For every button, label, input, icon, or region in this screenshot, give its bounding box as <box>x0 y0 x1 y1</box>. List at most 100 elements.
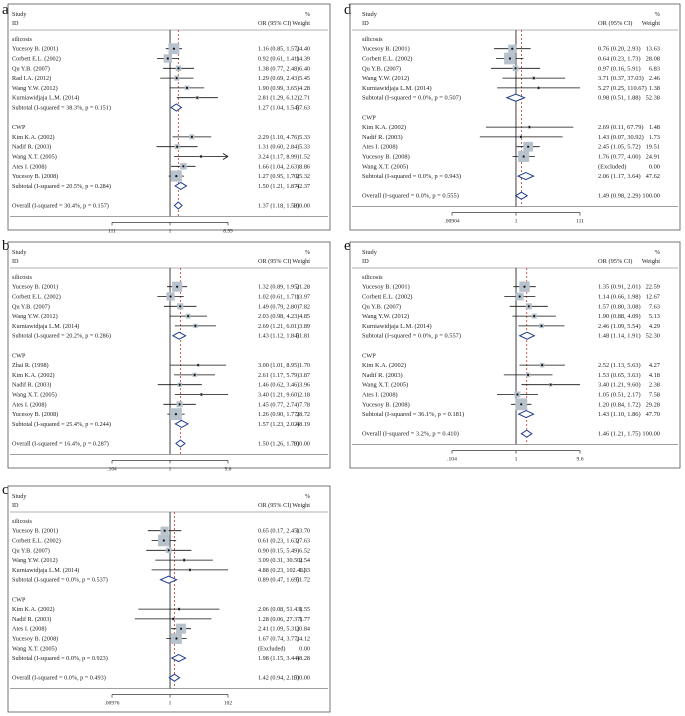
subtotal-diamond <box>174 419 190 428</box>
x-tick-label: .104 <box>447 457 457 463</box>
point-estimate <box>185 86 189 89</box>
study-label: Qu Y.B. (2007) <box>12 303 50 310</box>
x-tick-label: 1 <box>515 219 518 225</box>
header-or: OR (95% CI) <box>598 258 632 265</box>
weight-text: 5.13 <box>649 313 660 320</box>
point-estimate <box>526 373 530 376</box>
study-label: Wang Y.W. (2012) <box>362 313 409 320</box>
header-weight: Weight <box>292 258 310 265</box>
point-estimate <box>176 285 179 288</box>
weight-text: 24.12 <box>296 636 310 643</box>
panel-frame <box>7 241 331 469</box>
weight-text: 6.52 <box>299 547 310 554</box>
or-ci-text: 3.24 (1.17, 8.99) <box>258 154 299 161</box>
weight-text: 100.00 <box>293 675 310 682</box>
or-ci-text: 1.28 (0.06, 27.37) <box>258 616 302 623</box>
study-label: Kim K.A. (2002) <box>12 372 55 379</box>
study-label: Nadif R. (2003) <box>12 382 51 389</box>
or-ci-text: 1.42 (0.94, 2.15) <box>258 675 299 682</box>
weight-text: 25.32 <box>296 173 310 180</box>
or-ci-text: 3.40 (1.21, 9.60) <box>598 382 641 389</box>
overall-diamond <box>175 439 186 448</box>
x-tick-label: 1 <box>169 228 172 234</box>
panel-letter-d: d <box>344 2 352 18</box>
study-label: Ates I. (2008) <box>12 401 47 408</box>
weight-text: 4.28 <box>299 85 310 92</box>
weight-text: 1.70 <box>299 362 310 369</box>
or-ci-text: 2.45 (1.05, 5.72) <box>598 144 641 151</box>
or-ci-text: 1.45 (0.77, 2.74) <box>258 401 299 408</box>
or-ci-text: 3.00 (1.01, 8.95) <box>258 362 299 369</box>
weight-text: 1.38 <box>649 85 660 92</box>
study-label: Corbett E.L. (2002) <box>362 56 412 63</box>
weight-text: 29.28 <box>646 401 660 408</box>
header-pct: % <box>305 493 310 500</box>
point-estimate <box>177 67 180 70</box>
weight-text: 3.89 <box>299 323 310 330</box>
subtotal-diamond <box>174 181 188 190</box>
point-estimate <box>176 145 179 148</box>
or-ci-text: 1.57 (1.23, 2.02) <box>258 421 299 428</box>
study-label: Wang X.T. (2005) <box>12 154 57 161</box>
point-estimate <box>166 57 169 60</box>
subtotal-diamond <box>159 575 178 584</box>
subtotal-label: Subtotal (I-squared = 20.2%, p = 0.286) <box>12 333 111 340</box>
or-ci-text: 1.67 (0.74, 3.77) <box>258 636 299 643</box>
weight-text: 47.70 <box>646 411 660 418</box>
or-ci-text: 2.06 (0.08, 51.43) <box>258 606 302 613</box>
study-label: Wang X.T. (2005) <box>362 382 408 389</box>
weight-text: 2.71 <box>299 95 310 102</box>
weight-text: 52.30 <box>646 333 660 340</box>
overall-label: Overall (I-squared = 16.4%, p = 0.287) <box>12 441 109 448</box>
or-ci-text: 1.27 (1.04, 1.54) <box>258 105 299 112</box>
group-label: CWP <box>362 352 376 359</box>
or-ci-text: 1.57 (0.80, 3.08) <box>598 303 641 310</box>
header-study: Study <box>12 249 27 256</box>
or-ci-text: 0.98 (0.51, 1.88) <box>598 95 641 102</box>
point-estimate <box>541 364 544 367</box>
study-label: Corbett E.L. (2002) <box>12 56 61 63</box>
point-estimate <box>172 47 176 50</box>
weight-text: 1.73 <box>649 134 660 141</box>
study-label: Yucesoy B. (2008) <box>12 411 58 418</box>
weight-text: 7.82 <box>299 303 310 310</box>
group-label: silicosis <box>362 36 383 43</box>
study-label: Rad I.A. (2012) <box>12 75 51 82</box>
study-label: Yucesoy B. (2008) <box>12 173 58 180</box>
point-estimate <box>163 529 166 532</box>
header-pct: % <box>305 11 310 18</box>
study-label: Wang Y.W. (2012) <box>12 85 58 92</box>
or-ci-text: 0.90 (0.15, 5.49) <box>258 547 299 554</box>
weight-text: 2.18 <box>299 392 310 399</box>
weight-text: 52.38 <box>646 95 660 102</box>
study-label: Kurniawidjaja L.M. (2014) <box>362 323 432 330</box>
group-label: silicosis <box>12 518 33 525</box>
weight-text: 20.84 <box>296 626 310 633</box>
subtotal-label: Subtotal (I-squared = 25.4%, p = 0.244) <box>12 421 111 428</box>
point-estimate <box>187 315 190 318</box>
study-label: Wang X.T. (2005) <box>12 392 57 399</box>
group-label: CWP <box>362 114 376 121</box>
weight-text: 22.59 <box>646 284 660 291</box>
point-estimate <box>527 305 530 308</box>
weight-text: 13.97 <box>296 294 310 301</box>
or-ci-text: 0.76 (0.20, 2.93) <box>598 46 641 53</box>
weight-text: 5.33 <box>299 134 310 141</box>
study-label: Yucesoy B. (2001) <box>12 284 58 291</box>
study-label: Yucesoy B. (2008) <box>12 636 58 643</box>
point-estimate <box>194 324 197 327</box>
weight-text: 0.00 <box>299 645 310 652</box>
study-label: Ates I. (2008) <box>12 163 47 170</box>
or-ci-text: 3.09 (0.31, 30.50) <box>258 557 302 564</box>
weight-text: 0.00 <box>649 163 660 170</box>
study-label: Kurniawidjaja L.M. (2014) <box>12 95 79 102</box>
header-or: OR (95% CI) <box>258 20 291 27</box>
overall-diamond <box>168 673 181 682</box>
study-label: Qu Y.B. (2007) <box>12 65 50 72</box>
subtotal-diamond <box>517 410 535 419</box>
or-ci-text: 0.64 (0.23, 1.73) <box>598 56 641 63</box>
or-ci-text: 1.16 (0.85, 1.57) <box>258 46 299 53</box>
study-label: Kim K.A. (2002) <box>362 362 406 369</box>
x-tick-label: 111 <box>108 228 116 234</box>
